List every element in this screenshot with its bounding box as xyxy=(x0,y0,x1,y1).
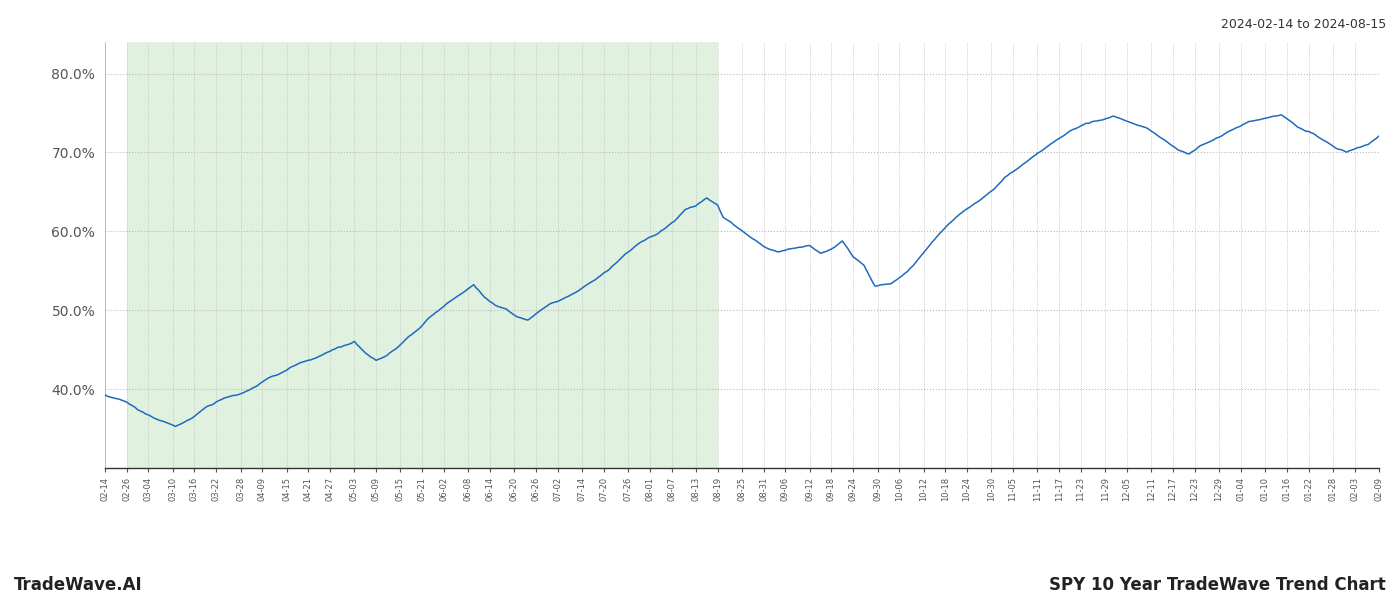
Text: TradeWave.AI: TradeWave.AI xyxy=(14,576,143,594)
Text: SPY 10 Year TradeWave Trend Chart: SPY 10 Year TradeWave Trend Chart xyxy=(1049,576,1386,594)
Text: 2024-02-14 to 2024-08-15: 2024-02-14 to 2024-08-15 xyxy=(1221,18,1386,31)
Bar xyxy=(126,42,718,468)
